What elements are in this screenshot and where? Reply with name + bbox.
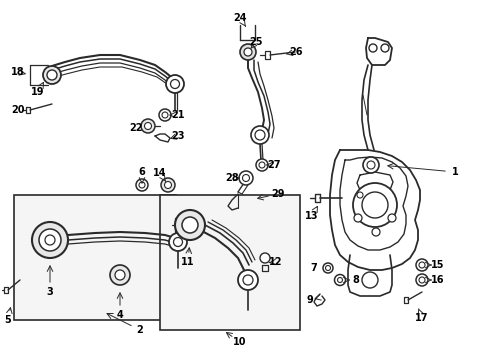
Text: 17: 17 — [414, 313, 428, 323]
Text: 19: 19 — [31, 87, 45, 97]
Text: 23: 23 — [171, 131, 184, 141]
Text: 1: 1 — [451, 167, 457, 177]
Circle shape — [242, 175, 249, 181]
Circle shape — [250, 126, 268, 144]
Text: 11: 11 — [181, 257, 194, 267]
Text: 25: 25 — [249, 37, 262, 47]
Text: 29: 29 — [271, 189, 284, 199]
Text: 15: 15 — [430, 260, 444, 270]
Text: 2: 2 — [136, 325, 143, 335]
Bar — [160, 195, 299, 330]
Circle shape — [136, 179, 148, 191]
Circle shape — [418, 262, 424, 268]
Circle shape — [139, 182, 145, 188]
Circle shape — [32, 222, 68, 258]
Text: 9: 9 — [306, 295, 313, 305]
Text: 21: 21 — [171, 110, 184, 120]
Circle shape — [170, 80, 179, 89]
Circle shape — [256, 159, 267, 171]
Text: 20: 20 — [11, 105, 25, 115]
Circle shape — [362, 157, 378, 173]
Circle shape — [415, 274, 427, 286]
Circle shape — [239, 171, 252, 185]
Circle shape — [141, 119, 155, 133]
Circle shape — [165, 75, 183, 93]
Circle shape — [361, 192, 387, 218]
Circle shape — [366, 161, 374, 169]
Text: 12: 12 — [269, 257, 282, 267]
Circle shape — [368, 44, 376, 52]
Text: 13: 13 — [305, 211, 318, 221]
Text: 6: 6 — [138, 167, 145, 177]
Circle shape — [337, 278, 342, 283]
Circle shape — [352, 183, 396, 227]
Circle shape — [240, 44, 256, 60]
Circle shape — [173, 238, 182, 247]
Circle shape — [356, 192, 362, 198]
Circle shape — [169, 233, 186, 251]
Circle shape — [243, 275, 252, 285]
Circle shape — [334, 275, 345, 285]
Text: 16: 16 — [430, 275, 444, 285]
Circle shape — [361, 272, 377, 288]
Circle shape — [144, 122, 151, 130]
Text: 14: 14 — [153, 168, 166, 178]
Text: 3: 3 — [46, 287, 53, 297]
Text: 28: 28 — [225, 173, 238, 183]
Circle shape — [387, 214, 395, 222]
Circle shape — [418, 277, 424, 283]
Circle shape — [175, 210, 204, 240]
Circle shape — [380, 44, 388, 52]
Circle shape — [353, 214, 361, 222]
Circle shape — [159, 109, 171, 121]
Text: 27: 27 — [267, 160, 280, 170]
Circle shape — [260, 253, 269, 263]
Circle shape — [182, 217, 198, 233]
Text: 24: 24 — [233, 13, 246, 23]
Text: 4: 4 — [116, 310, 123, 320]
Text: 7: 7 — [310, 263, 317, 273]
Circle shape — [259, 162, 264, 168]
Circle shape — [325, 266, 330, 270]
Circle shape — [47, 70, 57, 80]
Circle shape — [115, 270, 125, 280]
Circle shape — [323, 263, 332, 273]
Circle shape — [161, 178, 175, 192]
Circle shape — [371, 228, 379, 236]
Text: 22: 22 — [129, 123, 142, 133]
Circle shape — [164, 181, 171, 189]
Circle shape — [415, 259, 427, 271]
Circle shape — [238, 270, 258, 290]
Circle shape — [244, 48, 251, 56]
Circle shape — [254, 130, 264, 140]
Bar — [14, 195, 176, 320]
Text: 10: 10 — [233, 337, 246, 347]
Text: 18: 18 — [11, 67, 25, 77]
Text: 8: 8 — [352, 275, 359, 285]
Circle shape — [45, 235, 55, 245]
Text: 5: 5 — [4, 315, 11, 325]
Text: 26: 26 — [289, 47, 302, 57]
Circle shape — [39, 229, 61, 251]
Circle shape — [43, 66, 61, 84]
Circle shape — [162, 112, 168, 118]
Circle shape — [110, 265, 130, 285]
